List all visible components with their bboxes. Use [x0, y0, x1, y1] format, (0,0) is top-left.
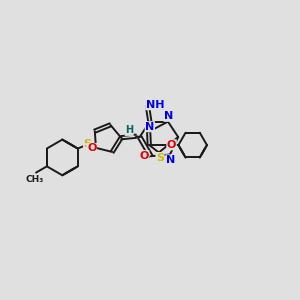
- Text: S: S: [156, 152, 164, 163]
- Text: S: S: [84, 140, 92, 149]
- Text: CH₃: CH₃: [26, 175, 44, 184]
- Text: O: O: [167, 140, 176, 150]
- Text: O: O: [140, 151, 149, 160]
- Text: H: H: [125, 125, 133, 135]
- Text: N: N: [166, 155, 175, 165]
- Text: N: N: [145, 122, 154, 132]
- Text: N: N: [164, 111, 173, 121]
- Text: O: O: [87, 143, 97, 154]
- Text: NH: NH: [146, 100, 164, 110]
